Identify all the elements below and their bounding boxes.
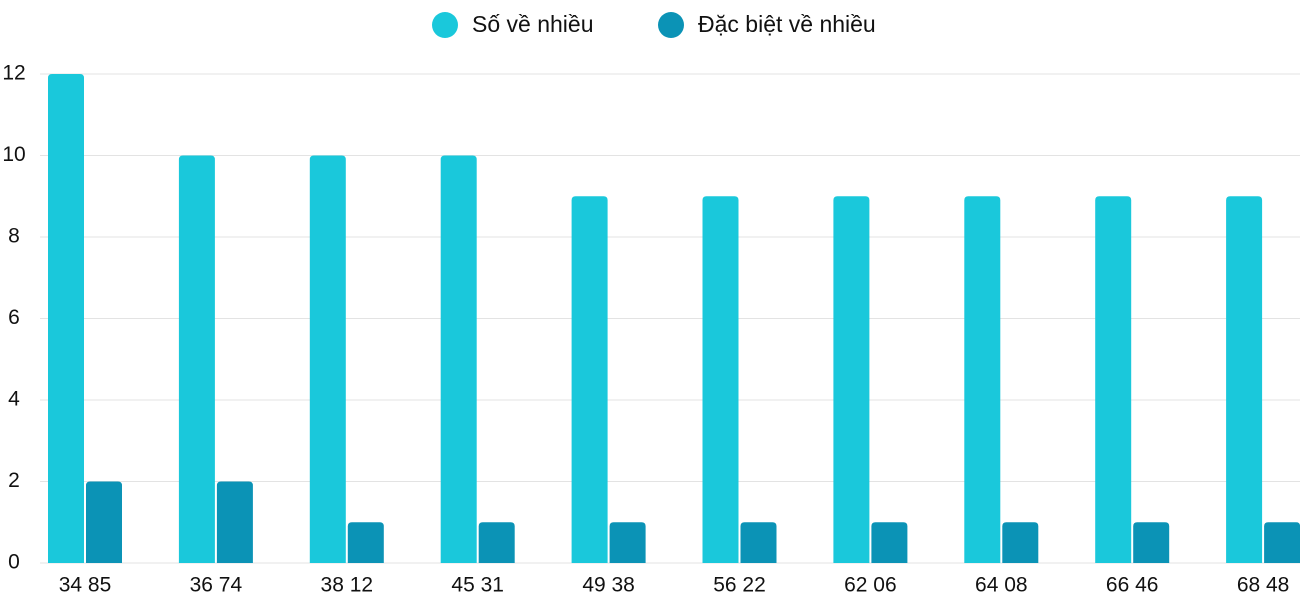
x-tick-label: 56 22 [713, 574, 766, 597]
bar [964, 196, 1001, 563]
x-tick-label: 38 12 [321, 574, 374, 597]
y-tick-label: 0 [8, 551, 20, 574]
bar [216, 481, 253, 563]
bar [347, 522, 384, 563]
bar [1095, 196, 1132, 563]
y-tick-label: 8 [8, 225, 20, 248]
legend-marker [658, 12, 684, 38]
bar [1264, 522, 1300, 563]
y-tick-label: 4 [8, 388, 20, 411]
bar [702, 196, 739, 563]
bar [478, 522, 515, 563]
bar [871, 522, 908, 563]
bar [1226, 196, 1263, 563]
bar [1133, 522, 1170, 563]
x-tick-label: 36 74 [190, 574, 243, 597]
x-tick-label: 34 85 [59, 574, 112, 597]
x-tick-label: 49 38 [582, 574, 635, 597]
y-tick-label: 12 [2, 62, 25, 85]
legend-label: Số về nhiều [472, 11, 593, 37]
bar [48, 74, 84, 563]
bar [86, 481, 122, 563]
y-tick-label: 2 [8, 469, 20, 492]
legend-marker [432, 12, 458, 38]
x-tick-label: 64 08 [975, 574, 1028, 597]
legend-label: Đặc biệt về nhiều [698, 11, 876, 37]
y-tick-label: 6 [8, 306, 20, 329]
x-tick-label: 45 31 [451, 574, 504, 597]
bar [1002, 522, 1039, 563]
bar [309, 155, 346, 563]
bar [571, 196, 608, 563]
bar [609, 522, 646, 563]
y-tick-label: 10 [2, 143, 25, 166]
bar [833, 196, 870, 563]
bar [740, 522, 777, 563]
bar [440, 155, 477, 563]
x-tick-label: 66 46 [1106, 574, 1159, 597]
x-tick-label: 68 48 [1237, 574, 1290, 597]
bar [178, 155, 215, 563]
x-tick-label: 62 06 [844, 574, 897, 597]
